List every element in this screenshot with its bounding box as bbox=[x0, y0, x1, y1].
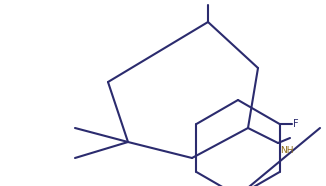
Text: NH: NH bbox=[280, 146, 293, 155]
Text: F: F bbox=[292, 119, 298, 129]
